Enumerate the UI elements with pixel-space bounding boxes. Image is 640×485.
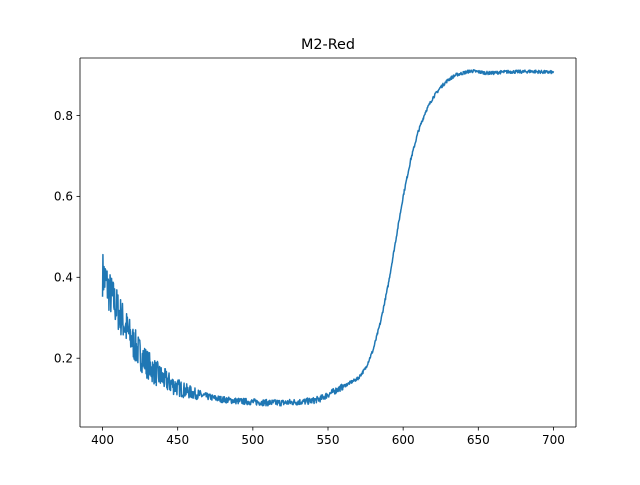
x-tick-label: 550 <box>317 433 340 447</box>
x-tick-label: 450 <box>166 433 189 447</box>
y-tick-label: 0.2 <box>54 352 73 366</box>
y-tick-label: 0.6 <box>54 190 73 204</box>
series-line-0 <box>101 69 555 407</box>
x-tick-label: 700 <box>542 433 565 447</box>
series-layer <box>101 69 555 407</box>
y-tick-label: 0.8 <box>54 109 73 123</box>
axes-layer: 400 450 500 550 600 650 700 0.2 0.4 0.6 0.8 <box>54 57 577 447</box>
x-tick-label: 400 <box>91 433 114 447</box>
y-tick-label: 0.4 <box>54 271 73 285</box>
x-tick-label: 500 <box>241 433 264 447</box>
chart-title: M2-Red <box>301 37 355 53</box>
x-tick-label: 600 <box>392 433 415 447</box>
x-tick-label: 650 <box>467 433 490 447</box>
